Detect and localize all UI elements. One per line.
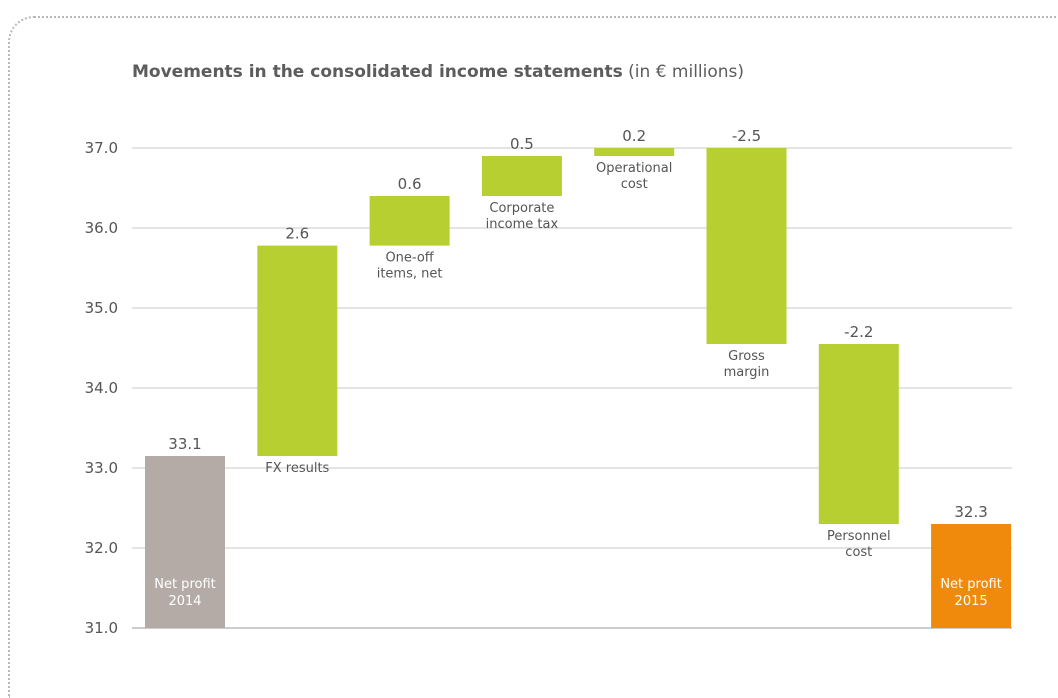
category-label: Operational bbox=[596, 161, 672, 176]
value-label: 0.2 bbox=[622, 127, 646, 145]
category-label: FX results bbox=[265, 461, 329, 476]
y-tick-label: 37.0 bbox=[85, 139, 118, 157]
category-label: margin bbox=[724, 365, 770, 380]
category-label: 2014 bbox=[168, 594, 201, 609]
category-label: income tax bbox=[486, 217, 559, 232]
bar bbox=[818, 344, 899, 524]
bar bbox=[706, 148, 787, 344]
bar bbox=[369, 196, 450, 246]
y-tick-label: 35.0 bbox=[85, 299, 118, 317]
bars bbox=[145, 148, 1012, 628]
category-label: Personnel bbox=[827, 529, 891, 544]
y-tick-label: 32.0 bbox=[85, 539, 118, 557]
y-tick-label: 34.0 bbox=[85, 379, 118, 397]
value-label: 2.6 bbox=[285, 225, 309, 243]
category-label: Net profit bbox=[940, 577, 1002, 592]
y-tick-label: 36.0 bbox=[85, 219, 118, 237]
y-tick-label: 31.0 bbox=[85, 619, 118, 637]
category-label: cost bbox=[621, 177, 648, 192]
category-label: Gross bbox=[728, 349, 765, 364]
chart-title-unit: (in € millions) bbox=[628, 62, 745, 82]
dotted-frame bbox=[8, 16, 1058, 698]
category-label: Corporate bbox=[489, 201, 554, 216]
bar bbox=[594, 148, 675, 156]
category-label: Net profit bbox=[154, 577, 216, 592]
value-label: 0.6 bbox=[398, 175, 422, 193]
bar bbox=[145, 456, 225, 628]
category-label: items, net bbox=[377, 267, 443, 282]
value-label: 32.3 bbox=[954, 503, 987, 521]
bar bbox=[931, 524, 1012, 628]
value-label: 0.5 bbox=[510, 135, 534, 153]
y-tick-label: 33.0 bbox=[85, 459, 118, 477]
value-label: 33.1 bbox=[168, 435, 201, 453]
category-label: One-off bbox=[385, 251, 434, 266]
bar bbox=[481, 156, 562, 196]
value-label: -2.2 bbox=[844, 323, 873, 341]
labels: 33.1 Net profit 2014 2.6 FX results 0.6 One-of… bbox=[154, 127, 1002, 609]
category-label: 2015 bbox=[955, 594, 988, 609]
bar bbox=[257, 245, 338, 456]
chart-title: Movements in the consolidated income sta… bbox=[132, 62, 744, 82]
chart-title-main: Movements in the consolidated income sta… bbox=[132, 62, 623, 82]
waterfall-chart: 31.0 32.0 33.0 34.0 35.0 36.0 37.0 33.1 Net pro… bbox=[85, 127, 1012, 637]
category-label: cost bbox=[845, 545, 872, 560]
value-label: -2.5 bbox=[732, 127, 761, 145]
